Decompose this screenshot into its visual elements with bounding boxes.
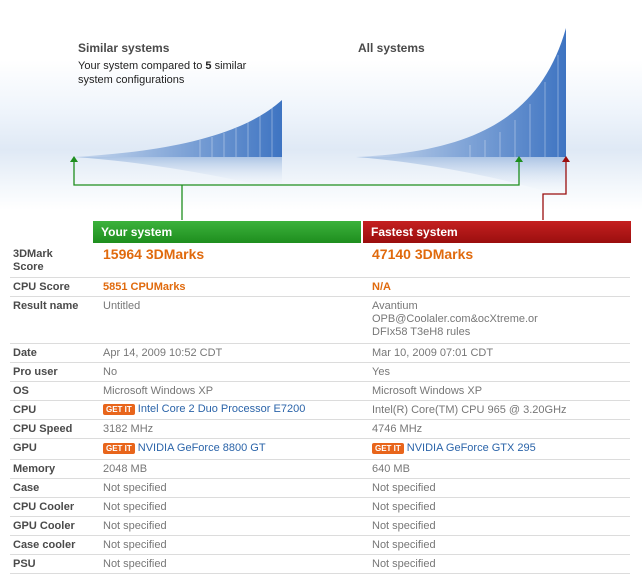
green-up-arrow-icon	[515, 156, 523, 162]
table-row-gpu: GPU GET IT NVIDIA GeForce 8800 GT GET IT N…	[10, 439, 630, 460]
your-date: Apr 14, 2009 10:52 CDT	[103, 347, 223, 359]
all-systems-curve	[356, 28, 566, 157]
row-label: OS	[13, 385, 29, 397]
your-system-connector	[73, 162, 520, 221]
row-label: Case cooler	[13, 539, 76, 551]
your-case-cooler: Not specified	[103, 539, 167, 551]
similar-systems-title: Similar systems	[78, 41, 170, 55]
fastest-system-connector	[542, 162, 567, 221]
row-label: GPU	[13, 442, 37, 454]
all-systems-reflection	[356, 157, 566, 198]
table-row-pro-user: Pro user No Yes	[10, 363, 630, 382]
table-row-cpu: CPU GET IT Intel Core 2 Duo Processor E72…	[10, 401, 630, 420]
table-row-memory: Memory 2048 MB 640 MB	[10, 460, 630, 479]
fastest-date: Mar 10, 2009 07:01 CDT	[372, 347, 494, 359]
your-cpu-link[interactable]: Intel Core 2 Duo Processor E7200	[137, 403, 306, 415]
row-label: CPU Score	[13, 281, 70, 293]
table-row-psu: PSU Not specified Not specified	[10, 555, 630, 574]
fastest-memory: 640 MB	[372, 463, 410, 475]
table-row-os: OS Microsoft Windows XP Microsoft Window…	[10, 382, 630, 401]
fastest-gpu: GET IT NVIDIA GeForce GTX 295	[372, 442, 536, 455]
fastest-psu: Not specified	[372, 558, 436, 570]
fastest-case-cooler: Not specified	[372, 539, 436, 551]
your-psu: Not specified	[103, 558, 167, 570]
table-row-cpu-cooler: CPU Cooler Not specified Not specified	[10, 498, 630, 517]
your-gpu-link[interactable]: NVIDIA GeForce 8800 GT	[137, 442, 266, 454]
fastest-3dmark-score: 47140 3DMarks	[372, 246, 474, 262]
table-row-cpu-speed: CPU Speed 3182 MHz 4746 MHz	[10, 420, 630, 439]
fastest-cpu-speed: 4746 MHz	[372, 423, 423, 435]
your-cpu: GET IT Intel Core 2 Duo Processor E7200	[103, 403, 305, 416]
fastest-cpu: Intel(R) Core(TM) CPU 965 @ 3.20GHz	[372, 404, 567, 416]
fastest-result-name: Avantium OPB@Coolaler.com&ocXtreme.or DF…	[372, 300, 538, 338]
fastest-cpu-cooler: Not specified	[372, 501, 436, 513]
your-cpu-speed: 3182 MHz	[103, 423, 154, 435]
your-cpu-score: 5851 CPUMarks	[103, 281, 186, 293]
table-row-date: Date Apr 14, 2009 10:52 CDT Mar 10, 2009…	[10, 344, 630, 363]
your-result-name: Untitled	[103, 300, 141, 312]
row-label: GPU Cooler	[13, 520, 75, 532]
row-label: Date	[13, 347, 37, 359]
fastest-system-header: Fastest system	[363, 221, 631, 243]
your-os: Microsoft Windows XP	[103, 385, 214, 397]
fastest-case: Not specified	[372, 482, 436, 494]
fastest-cpu-score: N/A	[372, 281, 391, 293]
red-up-arrow-icon	[562, 156, 570, 162]
your-gpu: GET IT NVIDIA GeForce 8800 GT	[103, 442, 266, 455]
get-it-button[interactable]: GET IT	[103, 403, 135, 415]
table-row-result-name: Result name Untitled Avantium OPB@Coolal…	[10, 297, 630, 344]
comparison-graphic: Similar systems Your system compared to …	[0, 0, 642, 221]
your-gpu-cooler: Not specified	[103, 520, 167, 532]
your-pro-user: No	[103, 366, 118, 378]
distribution-curves	[0, 28, 642, 221]
fastest-pro-user: Yes	[372, 366, 390, 378]
table-row-case-cooler: Case cooler Not specified Not specified	[10, 536, 630, 555]
row-label: PSU	[13, 558, 36, 570]
your-memory: 2048 MB	[103, 463, 148, 475]
row-label: Pro user	[13, 366, 58, 378]
row-label: Memory	[13, 463, 56, 475]
get-it-button[interactable]: GET IT	[372, 442, 404, 454]
row-label: 3DMark Score	[13, 248, 53, 273]
get-it-button[interactable]: GET IT	[103, 442, 135, 454]
row-label: Result name	[13, 300, 79, 312]
row-label: CPU Cooler	[13, 501, 75, 513]
fastest-gpu-link[interactable]: NVIDIA GeForce GTX 295	[406, 442, 536, 454]
table-row-cpu-score: CPU Score 5851 CPUMarks N/A	[10, 278, 630, 297]
your-3dmark-score: 15964 3DMarks	[103, 246, 205, 262]
similar-systems-subtitle: Your system compared to 5 similar system…	[78, 60, 247, 86]
all-systems-title: All systems	[358, 41, 425, 55]
table-row-3dmark-score: 3DMark Score 15964 3DMarks 47140 3DMarks	[10, 245, 630, 278]
similar-systems-reflection	[74, 157, 282, 190]
green-up-arrow-icon	[70, 156, 78, 162]
similar-systems-curve	[74, 100, 282, 157]
your-system-header: Your system	[93, 221, 361, 243]
fastest-os: Microsoft Windows XP	[372, 385, 483, 397]
table-row-case: Case Not specified Not specified	[10, 479, 630, 498]
table-row-gpu-cooler: GPU Cooler Not specified Not specified	[10, 517, 630, 536]
your-cpu-cooler: Not specified	[103, 501, 167, 513]
row-label: Case	[13, 482, 40, 494]
your-case: Not specified	[103, 482, 167, 494]
row-label: CPU Speed	[13, 423, 73, 435]
fastest-gpu-cooler: Not specified	[372, 520, 436, 532]
row-label: CPU	[13, 404, 37, 416]
